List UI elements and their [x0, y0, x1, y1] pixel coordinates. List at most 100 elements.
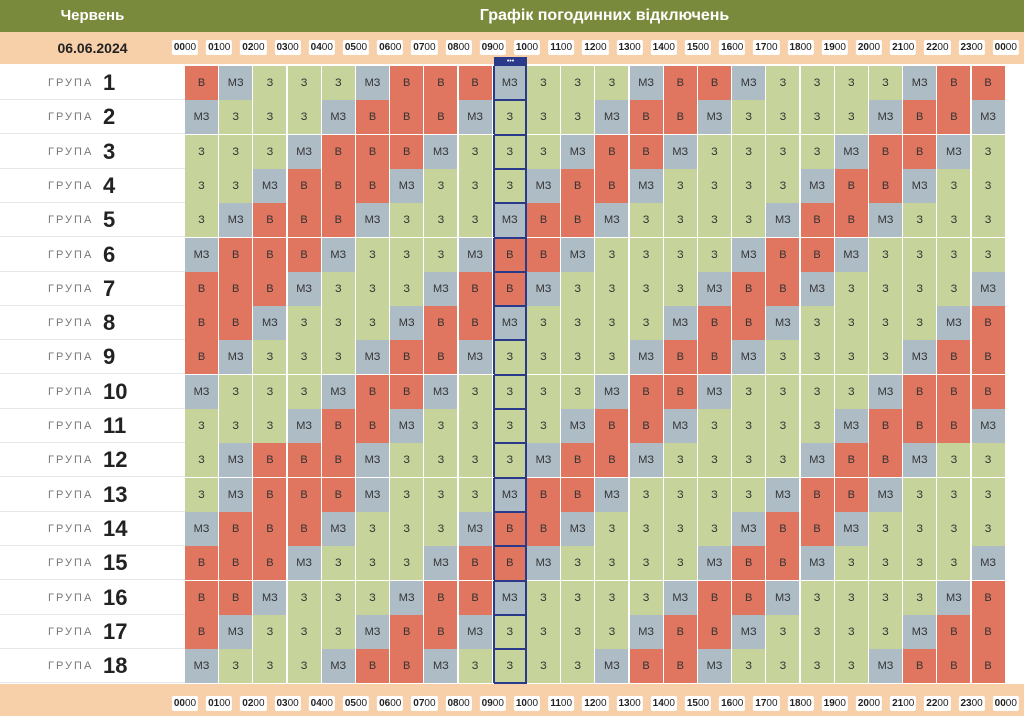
hour-cell: В	[424, 66, 459, 100]
hour-cell: В	[356, 100, 390, 135]
group-row: ГРУПА 3 З З З МЗ В В В МЗ З З З МЗ В В МЗ З З З З МЗ В В МЗ З	[0, 134, 1024, 169]
hour-cell: В	[321, 477, 356, 512]
hour-label-minutes: 00	[1005, 42, 1017, 53]
hour-label: 2200	[924, 696, 951, 711]
hour-cell: З	[595, 511, 630, 546]
hour-cell: З	[185, 477, 219, 512]
hour-cell: МЗ	[185, 100, 219, 135]
hour-cell: З	[629, 546, 664, 581]
hour-cell: В	[834, 477, 869, 512]
hour-cell: МЗ	[869, 203, 903, 238]
hour-cell: В	[492, 237, 527, 272]
hour-cell: З	[492, 340, 527, 375]
hour-cell: З	[800, 374, 835, 409]
current-hour-divider	[494, 133, 527, 136]
current-hour-marker: •••	[494, 57, 527, 66]
hour-cell: З	[766, 134, 801, 169]
group-label: ГРУПА 17	[0, 614, 185, 649]
hour-label: 0300	[274, 696, 301, 711]
hour-label-hours: 08	[447, 698, 459, 709]
group-word: ГРУПА	[48, 625, 94, 638]
hour-label: 0900	[479, 696, 506, 711]
hour-cell: В	[561, 477, 596, 512]
hour-cell: З	[595, 614, 630, 649]
hour-label-hours: 21	[892, 698, 904, 709]
hour-cell: З	[356, 306, 390, 341]
hour-cell: З	[800, 409, 835, 443]
hour-cell: МЗ	[492, 306, 527, 341]
hour-cell: З	[390, 477, 425, 512]
hour-cell: В	[356, 168, 390, 203]
hour-cell: МЗ	[732, 237, 767, 272]
hour-cell: З	[732, 100, 767, 135]
group-label: ГРУПА 14	[0, 511, 185, 546]
hour-label-minutes: 00	[869, 42, 881, 53]
hour-cell: МЗ	[492, 477, 527, 512]
hour-cell: МЗ	[458, 614, 493, 649]
group-row: ГРУПА 17 В МЗ З З З МЗ В В МЗ З З З З МЗ В В МЗ З З З З МЗ В В	[0, 614, 1024, 649]
group-word: ГРУПА	[48, 660, 94, 673]
hour-label-hours: 19	[823, 698, 835, 709]
hour-cell: МЗ	[869, 649, 903, 684]
hour-cell: З	[356, 237, 390, 272]
hour-label-hours: 16	[721, 42, 733, 53]
hour-cell: МЗ	[458, 511, 493, 546]
hour-cell: В	[903, 100, 938, 135]
hour-cell: З	[698, 443, 732, 478]
hour-cell: З	[287, 614, 322, 649]
hour-cell: З	[253, 66, 288, 100]
hour-cell: В	[800, 477, 835, 512]
group-row: ГРУПА 5 З МЗ В В В МЗ З З З МЗ В В МЗ З З З З МЗ В В МЗ З З З	[0, 203, 1024, 238]
hour-cell: З	[903, 271, 938, 306]
hour-cell: В	[766, 237, 801, 272]
group-row: ГРУПА 12 З МЗ В В В МЗ З З З З МЗ В В МЗ З З З З МЗ В В МЗ З З	[0, 443, 1024, 478]
hour-label: 1500	[684, 40, 712, 55]
hour-label-minutes: 00	[766, 698, 778, 709]
group-number: 14	[103, 515, 128, 541]
hour-cell: З	[834, 100, 869, 135]
hour-cell: МЗ	[595, 374, 630, 409]
hour-cell: В	[185, 66, 219, 100]
hour-cell: З	[834, 546, 869, 581]
hour-cell: З	[390, 203, 425, 238]
hour-cell: В	[287, 443, 322, 478]
hour-cell: В	[458, 306, 493, 341]
hour-cell: В	[595, 168, 630, 203]
hour-label: 0100	[206, 40, 233, 55]
group-label: ГРУПА 7	[0, 271, 185, 306]
hour-cell: З	[903, 511, 938, 546]
hour-cell: З	[629, 271, 664, 306]
hour-label-minutes: 00	[834, 42, 846, 53]
hour-cell: МЗ	[219, 340, 254, 375]
hour-label-hours: 05	[344, 42, 356, 53]
hour-label-minutes: 00	[663, 42, 675, 53]
hour-label-minutes: 00	[834, 698, 846, 709]
hour-cell: В	[766, 271, 801, 306]
hour-label: 0000	[171, 696, 199, 711]
hour-cell: В	[595, 443, 630, 478]
group-label: ГРУПА 2	[0, 100, 185, 135]
hour-cell: З	[698, 477, 732, 512]
group-word: ГРУПА	[48, 317, 94, 330]
hour-label-minutes: 00	[321, 698, 333, 709]
hour-cell: З	[800, 649, 835, 684]
hour-cell: В	[869, 409, 903, 443]
hour-label: 0400	[308, 696, 335, 711]
current-hour-divider	[494, 236, 527, 239]
hour-cell: В	[424, 306, 459, 341]
hour-label: 0200	[240, 696, 267, 711]
hour-cell: З	[937, 546, 972, 581]
hour-cell: З	[390, 443, 425, 478]
hour-cell: МЗ	[663, 409, 698, 443]
hour-cell: МЗ	[629, 443, 664, 478]
hour-cell: В	[971, 649, 1006, 684]
hour-cell: В	[287, 168, 322, 203]
hour-cell: МЗ	[185, 374, 219, 409]
hour-cell: МЗ	[185, 511, 219, 546]
group-number: 4	[103, 172, 116, 198]
hour-cell: В	[424, 580, 459, 615]
hour-cell: В	[424, 100, 459, 135]
hour-label-hours: 23	[960, 42, 972, 53]
time-axis-bottom: 0000 0100 0200 0300 0400 0500 0600 0700 0800 0900…	[0, 684, 1024, 716]
hour-cell: З	[424, 168, 459, 203]
